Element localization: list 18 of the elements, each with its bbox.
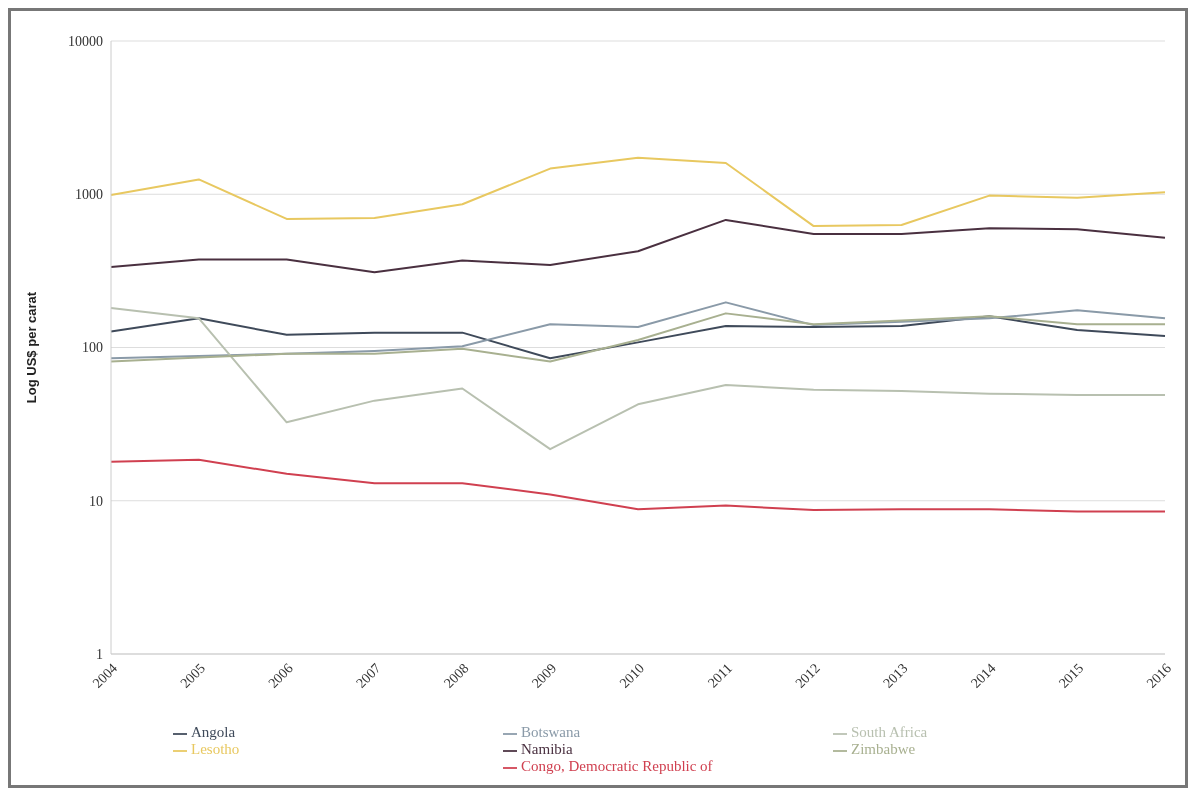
y-tick-label: 10 <box>89 493 103 509</box>
line-series <box>110 307 1166 451</box>
legend-label: Zimbabwe <box>851 741 916 757</box>
y-tick-label: 100 <box>82 340 103 356</box>
y-tick-label: 10000 <box>68 33 103 49</box>
line-series <box>110 218 1166 274</box>
legend-label: Lesotho <box>191 741 240 757</box>
line-series <box>110 156 1166 228</box>
legend-label: Congo, Democratic Republic of <box>521 758 713 774</box>
line-series <box>110 301 1166 360</box>
legend-label: South Africa <box>851 724 928 740</box>
line-series <box>110 458 1166 513</box>
legend-label: Botswana <box>521 724 581 740</box>
legend-label: Namibia <box>521 741 573 757</box>
y-axis-title: Log US$ per carat <box>23 291 39 404</box>
y-tick-label: 1 <box>96 646 103 662</box>
y-tick-label: 1000 <box>75 187 103 203</box>
legend-label: Angola <box>191 724 236 740</box>
